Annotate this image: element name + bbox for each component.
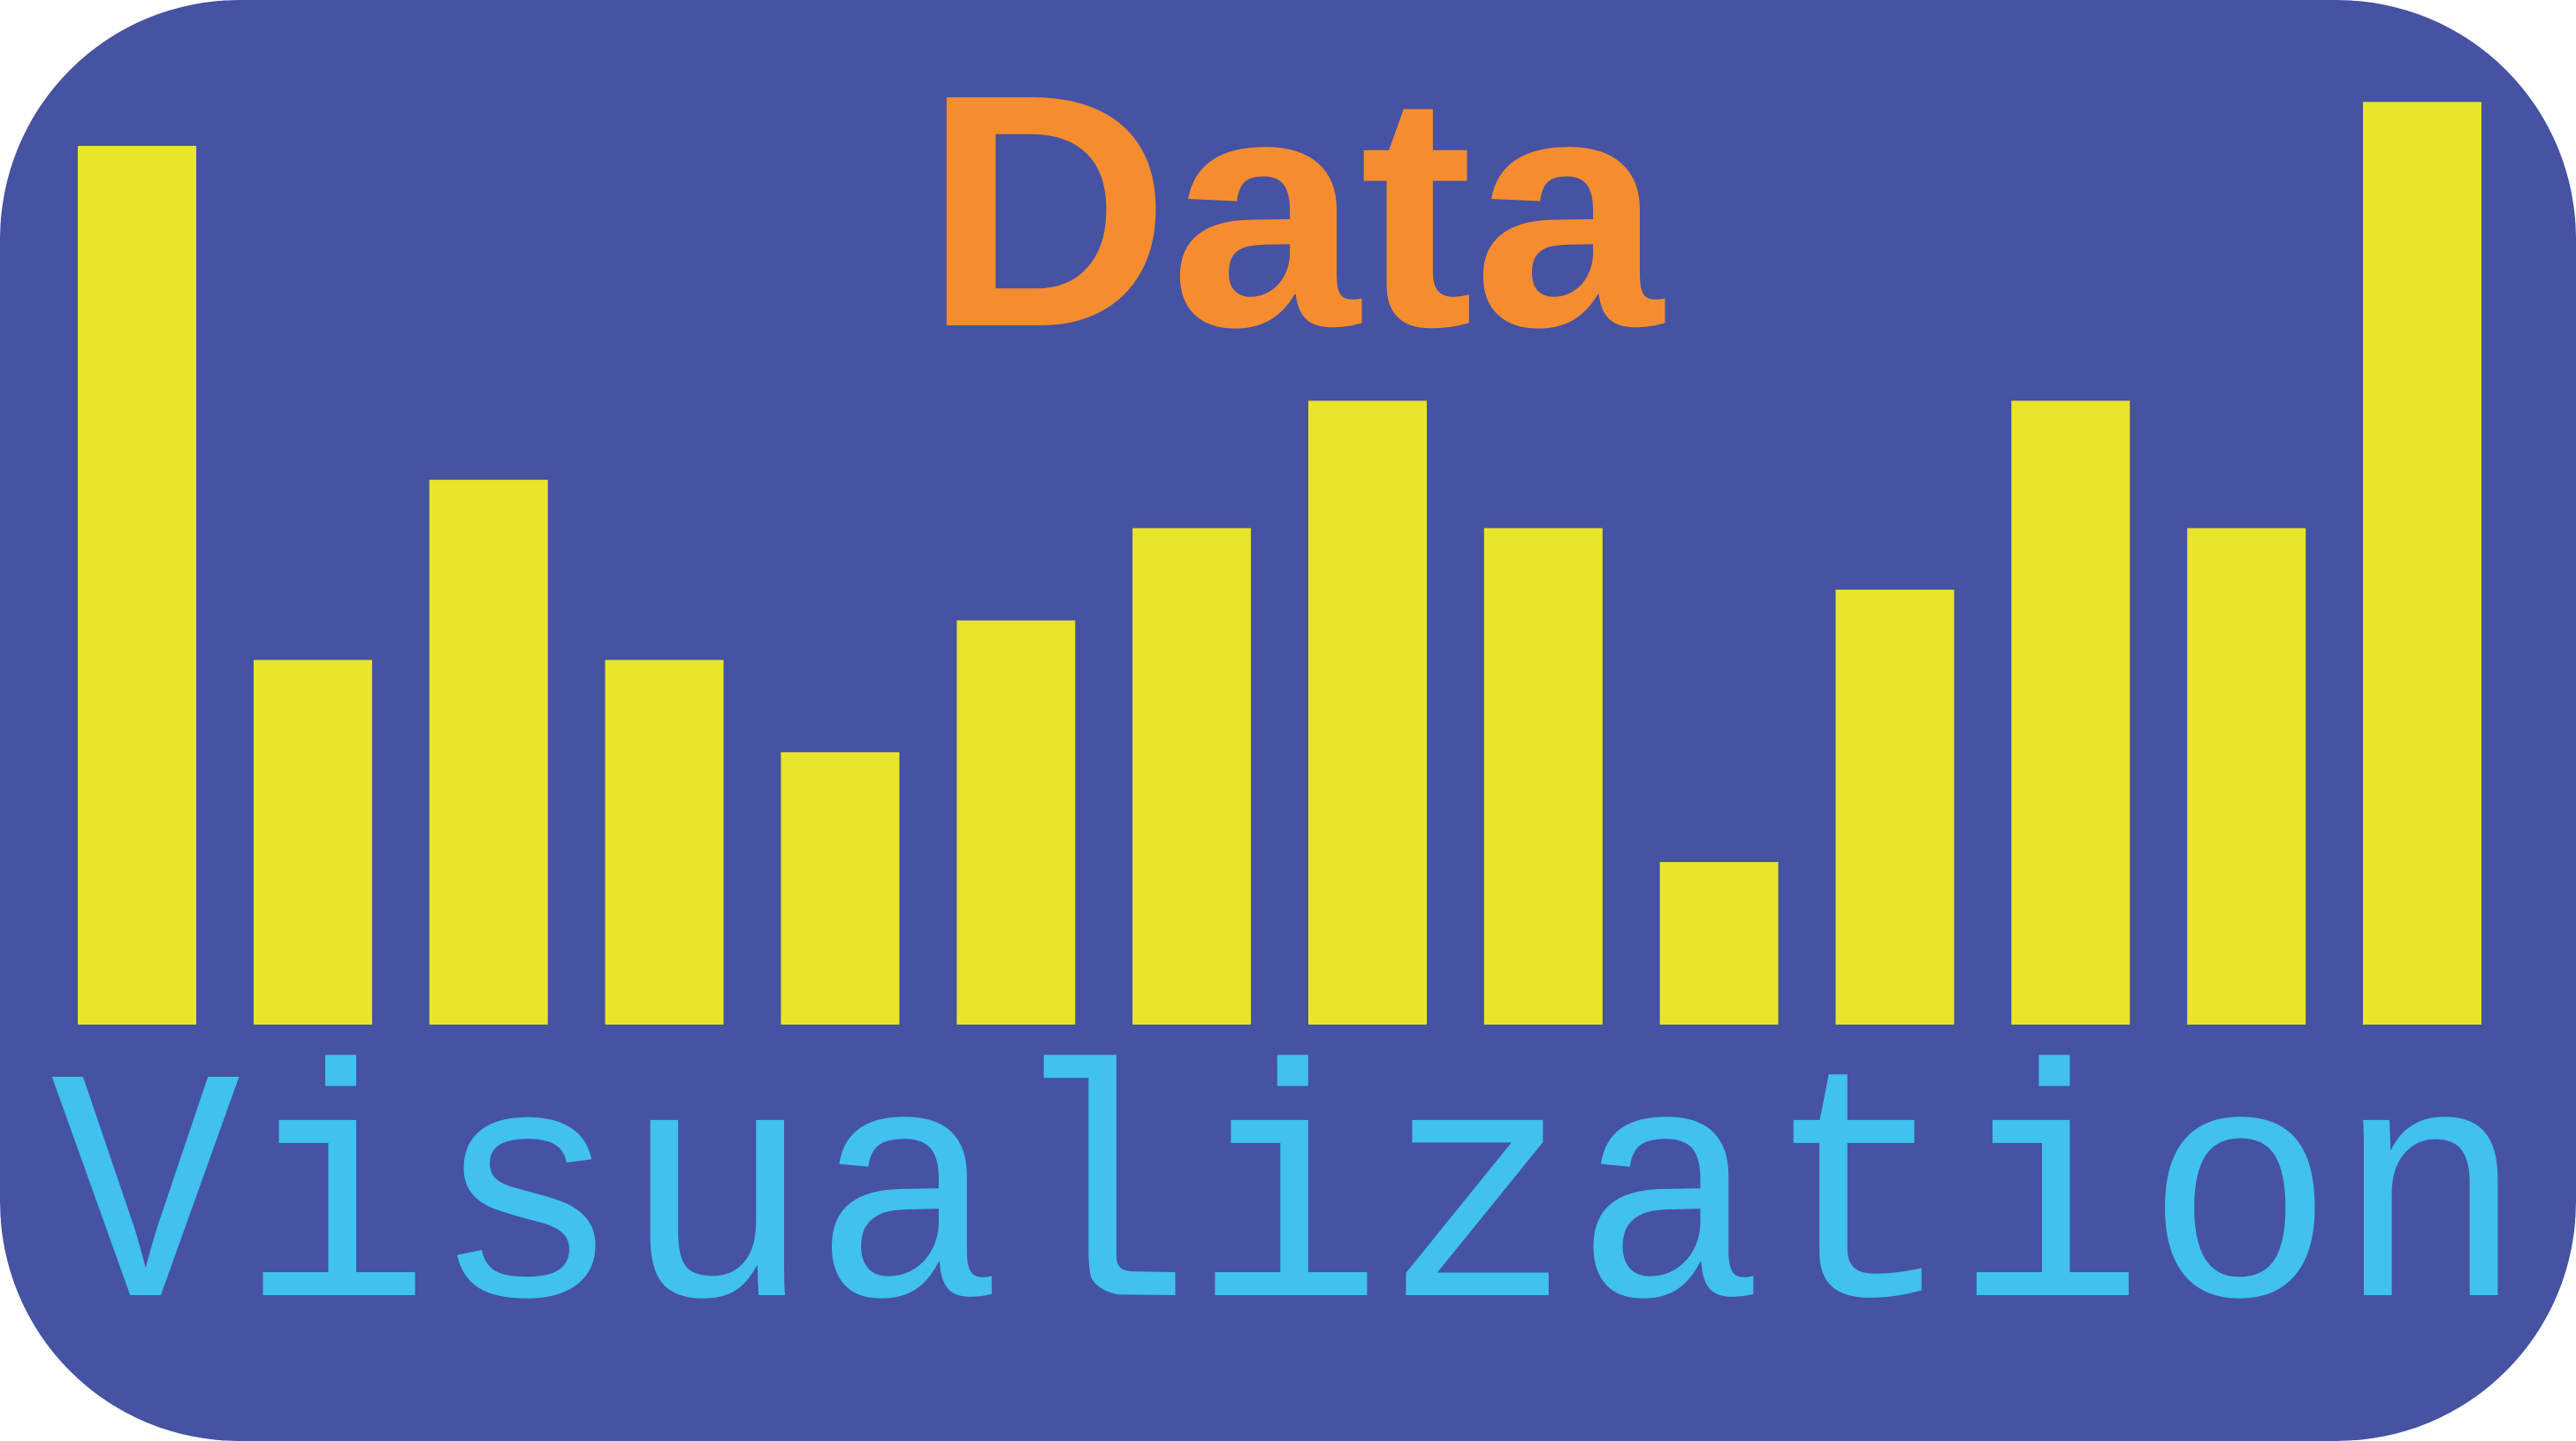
bar-4	[605, 660, 724, 1025]
bar-6	[956, 620, 1076, 1025]
bar-3	[429, 479, 548, 1025]
bar-13	[2187, 528, 2306, 1025]
bar-1	[78, 146, 196, 1025]
logo-title: Data	[924, 27, 1665, 396]
bar-9	[1483, 528, 1603, 1025]
bar-11	[1835, 590, 1955, 1025]
bar-5	[781, 751, 900, 1025]
bar-14	[2363, 102, 2481, 1025]
bar-7	[1132, 528, 1252, 1025]
bar-12	[2011, 400, 2130, 1025]
bar-10	[1659, 862, 1779, 1025]
bar-2	[253, 660, 372, 1025]
bar-8	[1308, 400, 1427, 1025]
bar-group	[78, 102, 2481, 1025]
logo-subtitle: Visualization	[50, 1019, 2526, 1395]
